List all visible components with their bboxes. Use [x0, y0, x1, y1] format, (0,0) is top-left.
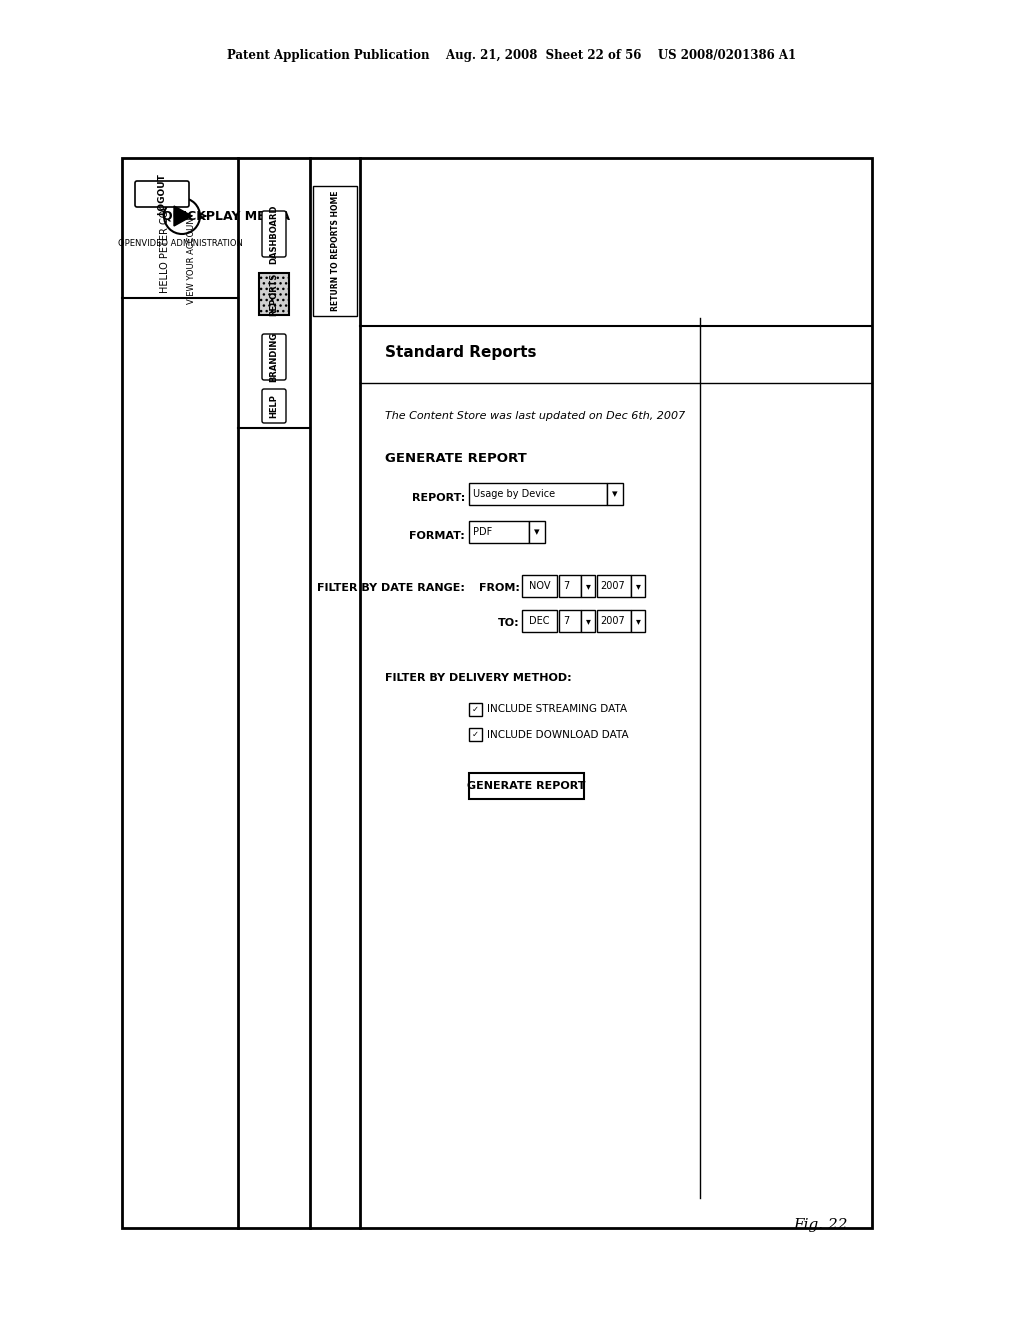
- Bar: [631, 610, 645, 632]
- Text: The Content Store was last updated on Dec 6th, 2007: The Content Store was last updated on De…: [385, 411, 685, 421]
- Bar: [469, 729, 482, 741]
- Text: QUICKPLAY MEDIA: QUICKPLAY MEDIA: [162, 210, 290, 223]
- FancyBboxPatch shape: [262, 334, 286, 380]
- Text: VIEW YOUR ACCOUNT: VIEW YOUR ACCOUNT: [187, 213, 197, 304]
- Text: ▾: ▾: [586, 616, 591, 626]
- Bar: [631, 576, 645, 597]
- Bar: [559, 576, 581, 597]
- Text: REPORTS: REPORTS: [269, 272, 279, 315]
- Bar: [597, 576, 631, 597]
- Bar: [581, 610, 595, 632]
- Bar: [529, 521, 545, 543]
- Text: INCLUDE DOWNLOAD DATA: INCLUDE DOWNLOAD DATA: [487, 730, 629, 739]
- Polygon shape: [174, 206, 193, 226]
- Text: OPENVIDEO ADMINISTRATION: OPENVIDEO ADMINISTRATION: [118, 239, 243, 248]
- Text: DASHBOARD: DASHBOARD: [269, 205, 279, 264]
- Text: GENERATE REPORT: GENERATE REPORT: [467, 781, 586, 791]
- Text: Usage by Device: Usage by Device: [473, 488, 555, 499]
- Bar: [597, 610, 631, 632]
- Bar: [122, 158, 872, 1228]
- Text: REPORT:: REPORT:: [412, 492, 465, 503]
- Text: ▾: ▾: [636, 581, 640, 591]
- Text: Fig. 22: Fig. 22: [793, 1218, 847, 1232]
- Text: FILTER BY DATE RANGE:: FILTER BY DATE RANGE:: [317, 583, 465, 593]
- Text: PDF: PDF: [473, 527, 493, 537]
- Text: NOV: NOV: [528, 581, 550, 591]
- Text: 7: 7: [563, 616, 569, 626]
- Bar: [559, 610, 581, 632]
- Bar: [313, 186, 357, 315]
- Text: BRANDING: BRANDING: [269, 331, 279, 381]
- Text: HELLO PETER COOPER: HELLO PETER COOPER: [160, 183, 170, 293]
- Text: ▾: ▾: [636, 616, 640, 626]
- Text: INCLUDE STREAMING DATA: INCLUDE STREAMING DATA: [487, 705, 627, 714]
- FancyBboxPatch shape: [135, 181, 189, 207]
- Text: ✓: ✓: [472, 705, 479, 714]
- Bar: [581, 576, 595, 597]
- Text: ▾: ▾: [586, 581, 591, 591]
- Text: DEC: DEC: [529, 616, 550, 626]
- Text: ✓: ✓: [472, 730, 479, 739]
- Text: FROM:: FROM:: [479, 583, 520, 593]
- Text: 2007: 2007: [600, 581, 625, 591]
- Text: Patent Application Publication    Aug. 21, 2008  Sheet 22 of 56    US 2008/02013: Patent Application Publication Aug. 21, …: [227, 49, 797, 62]
- Text: FILTER BY DELIVERY METHOD:: FILTER BY DELIVERY METHOD:: [385, 673, 571, 682]
- Text: ▾: ▾: [612, 488, 617, 499]
- Bar: [607, 483, 623, 506]
- Text: LOGOUT: LOGOUT: [158, 173, 167, 215]
- Text: ▾: ▾: [535, 527, 540, 537]
- Text: Standard Reports: Standard Reports: [385, 346, 537, 360]
- Bar: [469, 521, 529, 543]
- FancyBboxPatch shape: [262, 211, 286, 257]
- FancyBboxPatch shape: [262, 389, 286, 422]
- Text: TO:: TO:: [499, 618, 520, 628]
- Bar: [469, 704, 482, 715]
- Bar: [522, 576, 557, 597]
- Bar: [469, 774, 584, 799]
- Text: 2007: 2007: [600, 616, 625, 626]
- Text: 7: 7: [563, 581, 569, 591]
- Bar: [522, 610, 557, 632]
- Text: GENERATE REPORT: GENERATE REPORT: [385, 451, 526, 465]
- Text: RETURN TO REPORTS HOME: RETURN TO REPORTS HOME: [331, 191, 340, 312]
- Text: FORMAT:: FORMAT:: [410, 531, 465, 541]
- Bar: [469, 483, 607, 506]
- Bar: [259, 273, 289, 315]
- Text: HELP: HELP: [269, 395, 279, 418]
